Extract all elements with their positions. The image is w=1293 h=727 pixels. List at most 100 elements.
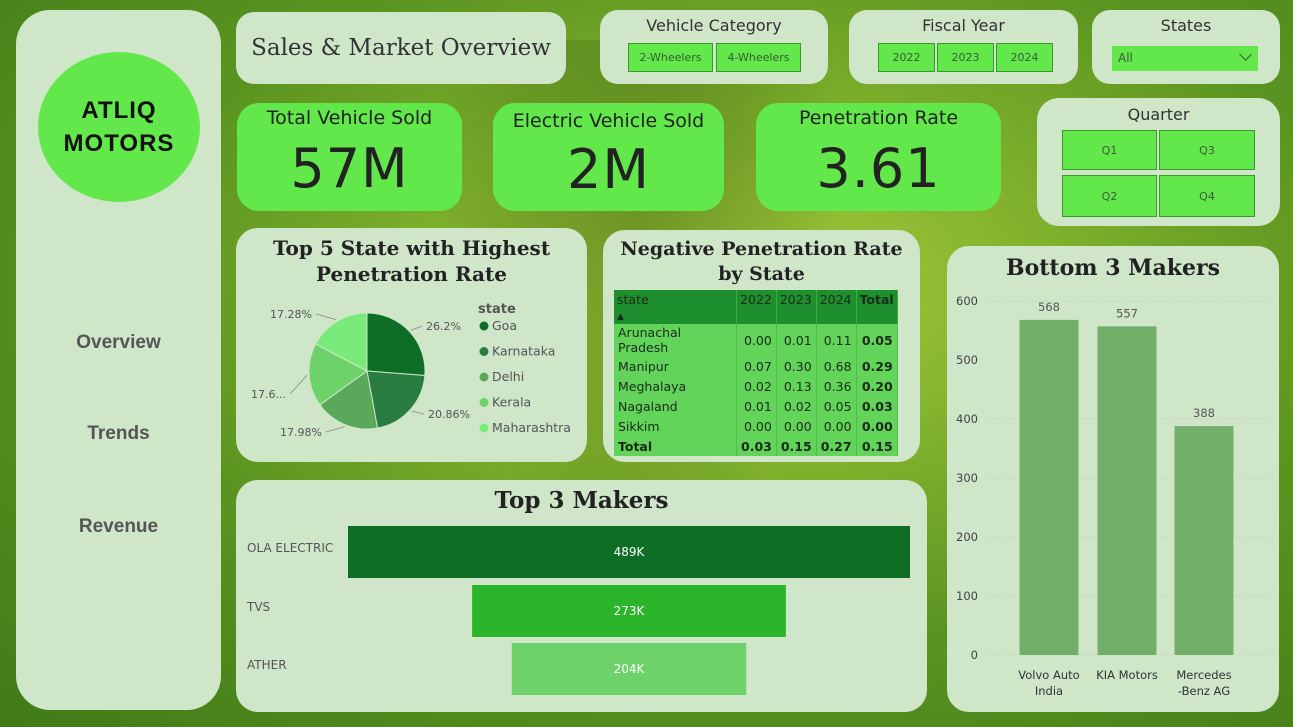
table-cell-value: 0.20: [856, 376, 898, 396]
fiscal-year-slicer: Fiscal Year 2022 2023 2024: [849, 10, 1078, 84]
table-cell-state: Manipur: [614, 356, 737, 376]
negative-penetration-card: Negative Penetration Rate by State state…: [603, 230, 920, 462]
table-row: Arunachal Pradesh 0.00 0.01 0.11 0.05: [614, 324, 898, 356]
vehicle-category-title: Vehicle Category: [646, 16, 782, 35]
x-category-label: India: [1035, 684, 1063, 698]
option-4-wheelers[interactable]: 4-Wheelers: [716, 43, 801, 72]
col-header-2023[interactable]: 2023: [776, 290, 817, 324]
nav-revenue[interactable]: Revenue: [78, 516, 159, 537]
kpi-electric-vehicle-sold: Electric Vehicle Sold 2M: [493, 103, 724, 211]
legend-item-kerala[interactable]: Kerala: [492, 395, 531, 410]
top3-makers-card: Top 3 Makers 489K OLA ELECTRIC 273K TVS 204K…: [236, 480, 927, 712]
bottom3-title: Bottom 3 Makers: [1006, 255, 1220, 281]
bar-category-label: OLA ELECTRIC: [247, 541, 333, 555]
legend-marker: [479, 372, 489, 382]
table-cell-value: 0.03: [736, 436, 777, 456]
pie-slice-karnataka[interactable]: [366, 370, 426, 429]
negative-penetration-table: state ▲ 2022 2023 2024 Total Arunachal Pr…: [614, 290, 898, 456]
table-header-row: state ▲ 2022 2023 2024 Total: [614, 290, 898, 324]
option-q3[interactable]: Q3: [1159, 130, 1255, 170]
kpi-total-vehicle-sold: Total Vehicle Sold 57M: [237, 103, 462, 211]
kpi-value: 2M: [567, 138, 650, 201]
option-q2[interactable]: Q2: [1062, 175, 1157, 217]
table-cell-value: 0.00: [776, 416, 817, 436]
pie-data-label: 20.86%: [428, 408, 470, 421]
option-2-wheelers[interactable]: 2-Wheelers: [628, 43, 713, 72]
top3-makers-chart: 489K OLA ELECTRIC 273K TVS 204K ATHER: [246, 526, 910, 695]
option-q1[interactable]: Q1: [1062, 130, 1157, 170]
legend-item-goa[interactable]: Goa: [492, 318, 517, 333]
logo-line2: MOTORS: [63, 130, 175, 157]
table-row: Meghalaya 0.02 0.13 0.36 0.20: [614, 376, 898, 396]
y-tick-label: 100: [956, 589, 978, 603]
bar-data-label: 273K: [614, 604, 646, 618]
pie-leader-line: [411, 410, 425, 415]
states-slicer: States All: [1092, 10, 1280, 84]
table-cell-value: 0.01: [736, 396, 777, 416]
page-title: Sales & Market Overview: [251, 35, 551, 61]
states-title: States: [1160, 16, 1212, 35]
bar-data-label: 557: [1116, 306, 1138, 320]
y-tick-label: 500: [956, 353, 978, 367]
pie-data-label: 26.2%: [426, 320, 461, 333]
table-cell-value: 0.13: [776, 376, 817, 396]
pie-slice-delhi[interactable]: [319, 370, 379, 430]
table-total-row: Total 0.03 0.15 0.27 0.15: [614, 436, 898, 456]
pie-slice-kerala[interactable]: [308, 343, 368, 406]
logo: ATLIQ MOTORS: [38, 52, 200, 202]
table-row: Manipur 0.07 0.30 0.68 0.29: [614, 356, 898, 376]
pie-legend-title: state: [478, 302, 516, 317]
legend-item-karnataka[interactable]: Karnataka: [492, 344, 555, 359]
legend-marker: [479, 347, 489, 356]
bar-volvo-auto-india[interactable]: [1019, 319, 1079, 655]
kpi-label: Penetration Rate: [798, 107, 959, 129]
pie-slice-maharashtra[interactable]: [314, 312, 368, 372]
bottom3-makers-chart: 0 100 200 300 400 500 600 568 Volvo Auto India 557…: [956, 294, 1273, 698]
bar-kia-motors[interactable]: [1097, 326, 1157, 655]
option-2023[interactable]: 2023: [937, 43, 994, 72]
pie-leader-line: [325, 426, 345, 433]
bar-data-label: 489K: [614, 545, 646, 559]
kpi-value: 3.61: [816, 137, 941, 200]
legend-marker: [479, 321, 489, 331]
nav-overview[interactable]: Overview: [76, 332, 161, 353]
table-cell-value: 0.05: [816, 396, 857, 416]
legend-item-delhi[interactable]: Delhi: [492, 369, 524, 384]
title-card: Sales & Market Overview: [236, 12, 566, 84]
table-cell-value: 0.29: [856, 356, 898, 376]
table-cell-value: 0.36: [816, 376, 857, 396]
table-cell-value: 0.00: [816, 416, 857, 436]
quarter-title: Quarter: [1127, 105, 1190, 124]
table-cell-state: Total: [614, 436, 737, 456]
table-cell-value: 0.00: [736, 324, 777, 356]
kpi-label: Electric Vehicle Sold: [512, 110, 705, 132]
states-dropdown[interactable]: All: [1112, 46, 1258, 71]
bar-mercedes-benz-ag[interactable]: [1174, 426, 1234, 655]
col-header-state[interactable]: state ▲: [614, 290, 737, 324]
table-cell-value: 0.30: [776, 356, 817, 376]
negative-penetration-title: Negative Penetration Rate by State: [620, 238, 903, 285]
col-header-2022[interactable]: 2022: [736, 290, 777, 324]
option-2024[interactable]: 2024: [996, 43, 1053, 72]
option-2022[interactable]: 2022: [878, 43, 935, 72]
pie-data-label: 17.28%: [270, 308, 312, 321]
y-tick-label: 200: [956, 530, 978, 544]
option-q4[interactable]: Q4: [1159, 175, 1255, 217]
col-header-total[interactable]: Total: [856, 290, 898, 324]
table-cell-value: 0.01: [776, 324, 817, 356]
col-header-2024[interactable]: 2024: [816, 290, 857, 324]
logo-line1: ATLIQ: [81, 97, 157, 124]
bar-ather[interactable]: [511, 643, 747, 695]
pie-slice-goa[interactable]: [366, 312, 426, 376]
bar-tvs[interactable]: [472, 585, 786, 637]
table-cell-state: Sikkim: [614, 416, 737, 436]
kpi-penetration-rate: Penetration Rate 3.61: [756, 103, 1001, 211]
pie-data-label: 17.6...: [251, 388, 286, 401]
nav-trends[interactable]: Trends: [87, 423, 150, 444]
table-cell-value: 0.68: [816, 356, 857, 376]
table-cell-value: 0.07: [736, 356, 777, 376]
legend-item-maharashtra[interactable]: Maharashtra: [492, 420, 571, 435]
x-category-label: -Benz AG: [1178, 684, 1230, 698]
bar-ola-electric[interactable]: [348, 526, 910, 578]
